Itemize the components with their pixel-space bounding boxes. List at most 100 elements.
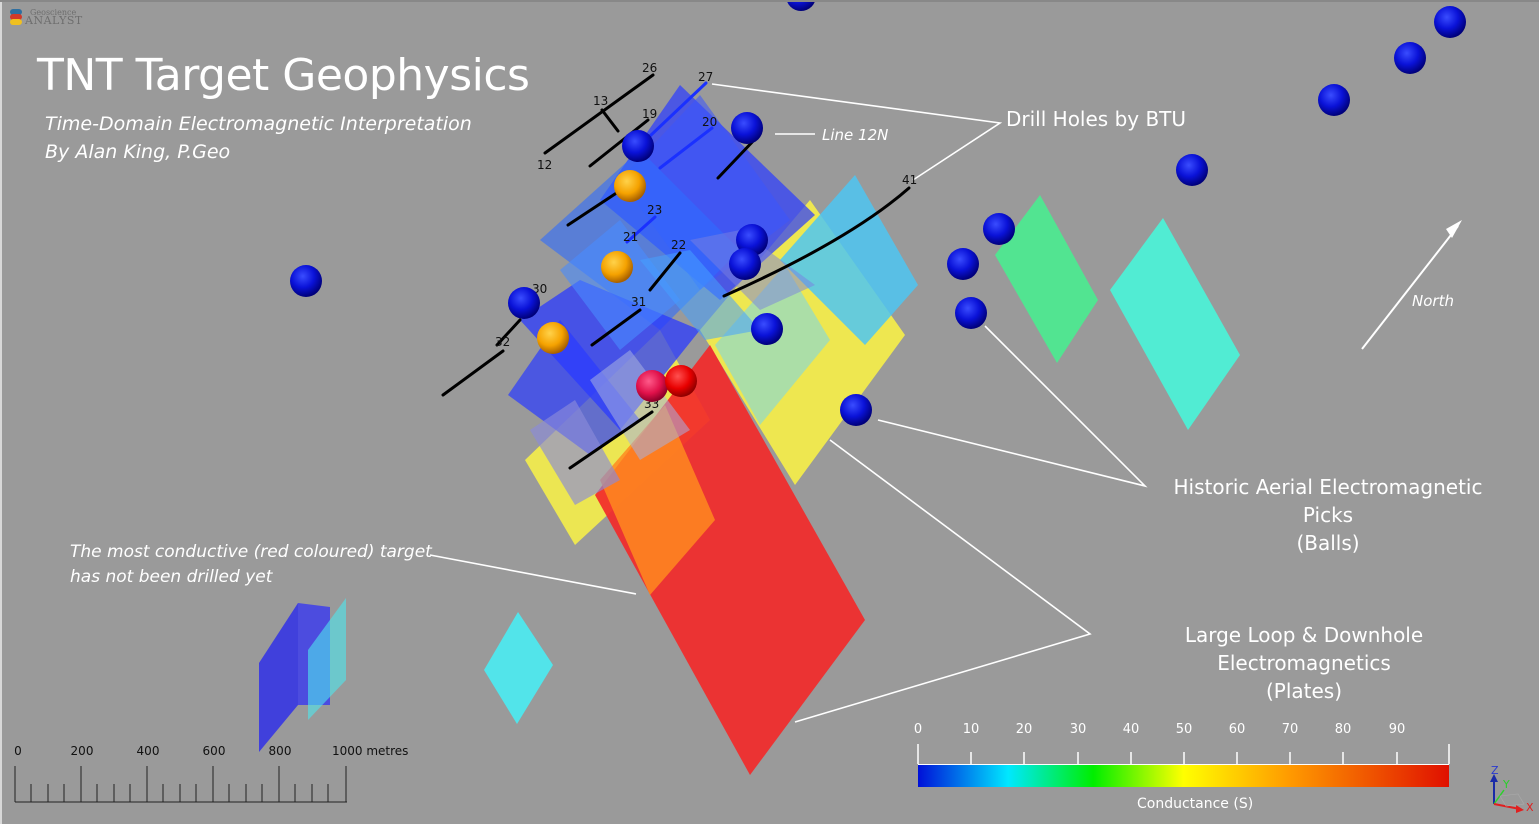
ball-blue [731, 112, 763, 144]
plate-orange [600, 405, 715, 595]
axis-x-label: X [1526, 801, 1534, 814]
ball-blue [1434, 6, 1466, 38]
note-line2: has not been drilled yet [70, 567, 273, 587]
ball-blue [983, 213, 1015, 245]
ball-orange [537, 322, 569, 354]
ball-blue [736, 224, 768, 256]
drill-hole-labels: 26 27 13 19 20 12 23 21 22 30 31 32 33 4… [495, 61, 917, 411]
callout-balls: Historic Aerial Electromagnetic Picks (B… [1148, 473, 1508, 557]
subtitle-line2: By Alan King, P.Geo [45, 141, 231, 163]
scale-label: 0 [14, 744, 22, 758]
ball-blue [786, 0, 816, 11]
ball-blue [840, 394, 872, 426]
ball-pink [636, 370, 668, 402]
ball-blue [622, 130, 654, 162]
hole-label-19: 19 [642, 107, 657, 121]
page-title: TNT Target Geophysics [37, 50, 530, 101]
ball-blue [1318, 84, 1350, 116]
hole-label-26: 26 [642, 61, 657, 75]
ball-blue [947, 248, 979, 280]
hole-label-41: 41 [902, 173, 917, 187]
conductance-colorbar: 0 10 20 30 40 50 60 70 80 90 Conductance… [905, 722, 1465, 817]
scale-label: 200 [70, 744, 94, 758]
axis-triad-icon[interactable]: Z Y X [1478, 760, 1538, 820]
ball-blue [751, 313, 783, 345]
colorbar-tick: 90 [1388, 722, 1406, 737]
plate-box-front [259, 603, 298, 752]
colorbar-tick: 60 [1228, 722, 1246, 737]
ball-blue [290, 265, 322, 297]
drill-hole-traces [441, 73, 911, 470]
plate-lightblue-right [780, 175, 918, 345]
plate-cyan-small [484, 612, 553, 724]
north-label: North [1412, 292, 1454, 310]
callout-plates-line2: (Plates) [1265, 679, 1343, 703]
scale-label: 800 [268, 744, 292, 758]
hole-label-31: 31 [631, 295, 646, 309]
plate-green [995, 195, 1098, 363]
logo-line2: ANALYST [25, 14, 83, 27]
hole-label-21: 21 [623, 230, 638, 244]
plate-blue-5 [508, 320, 640, 455]
colorbar-title: Conductance (S) [1137, 796, 1254, 812]
plate-aqua [1110, 218, 1240, 430]
scale-label: 600 [202, 744, 226, 758]
note-conductive-target: The most conductive (red coloured) targe… [70, 540, 432, 590]
colorbar-tick: 20 [1015, 722, 1033, 737]
hole-label-22: 22 [671, 238, 686, 252]
colorbar-gradient [918, 764, 1449, 787]
logo-line1: Geoscience [30, 8, 77, 17]
plate-green-cyan-mid [715, 265, 830, 425]
ball-blue [955, 297, 987, 329]
ball-blue [1394, 42, 1426, 74]
colorbar-tick: 70 [1281, 722, 1299, 737]
subtitle-line1: Time-Domain Electromagnetic Interpretati… [45, 113, 472, 135]
ball-red [665, 365, 697, 397]
scale-label: 1000 metres [332, 744, 409, 758]
em-pick-balls [290, 0, 1466, 426]
colorbar-tick: 40 [1122, 722, 1140, 737]
colorbar-tick: 10 [962, 722, 980, 737]
plate-blue-7 [640, 250, 760, 340]
axis-y-label: Y [1502, 778, 1510, 791]
hole-label-12: 12 [537, 158, 552, 172]
hole-label-27: 27 [698, 70, 713, 84]
em-plates [259, 85, 1240, 775]
logo-icon [10, 9, 22, 25]
viewport-border [0, 0, 2, 824]
colorbar-tick: 50 [1175, 722, 1193, 737]
note-line1: The most conductive (red coloured) targe… [70, 542, 432, 562]
colorbar-tick: 30 [1069, 722, 1087, 737]
ball-blue [729, 248, 761, 280]
plate-blue-6 [560, 220, 680, 350]
north-arrow-icon [1361, 220, 1462, 350]
callout-plates: Large Loop & Downhole Electromagnetics (… [1096, 621, 1512, 705]
scale-label: 400 [136, 744, 160, 758]
plate-grey-blue-a [530, 400, 620, 505]
callout-leaders [429, 83, 1148, 723]
plate-box-cyan [308, 598, 346, 720]
scale-bar: 0 200 400 600 800 1000 metres [10, 744, 420, 814]
ball-orange [614, 170, 646, 202]
plate-grey-blue-b [590, 350, 690, 460]
colorbar-ticks [917, 744, 1450, 764]
axis-z-label: Z [1491, 764, 1499, 777]
viewport-border-top [0, 0, 1539, 2]
scale-ticks [14, 766, 347, 803]
callout-plates-line1: Large Loop & Downhole Electromagnetics [1184, 623, 1424, 675]
ball-blue [1176, 154, 1208, 186]
ball-orange [601, 251, 633, 283]
colorbar-tick: 0 [913, 722, 923, 737]
callout-balls-line2: (Balls) [1296, 531, 1360, 555]
ball-blue [508, 287, 540, 319]
callout-drill-holes: Drill Holes by BTU [1006, 107, 1187, 131]
hole-label-32: 32 [495, 335, 510, 349]
geoscience-analyst-logo: Geoscience ANALYST [10, 8, 83, 27]
hole-label-20: 20 [702, 115, 717, 129]
hole-label-13: 13 [593, 94, 608, 108]
hole-label-23: 23 [647, 203, 662, 217]
callout-balls-line1: Historic Aerial Electromagnetic Picks [1173, 475, 1483, 527]
colorbar-tick: 80 [1334, 722, 1352, 737]
callout-line-12n: Line 12N [822, 126, 889, 144]
